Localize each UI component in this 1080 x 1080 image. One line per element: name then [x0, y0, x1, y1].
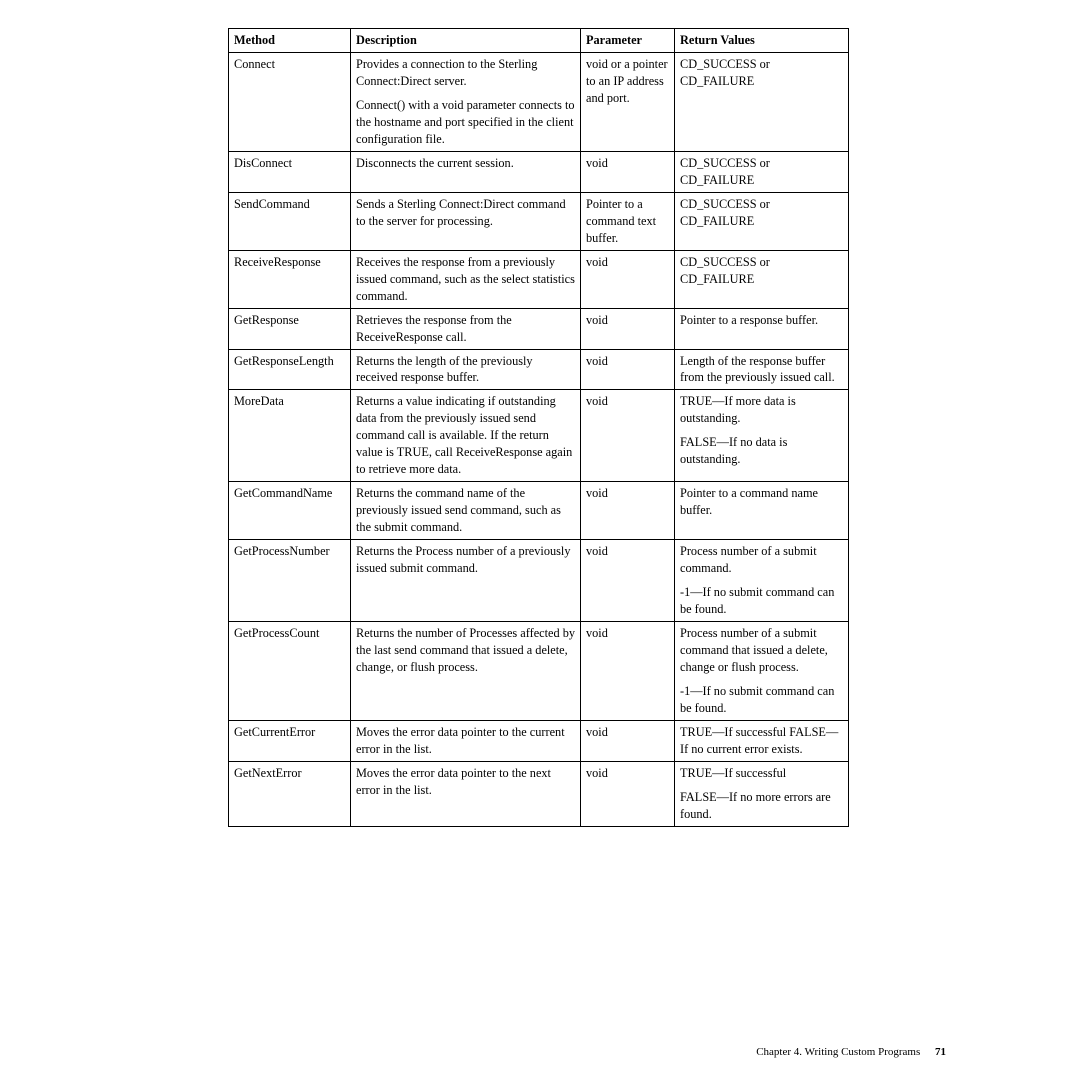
cell-desc: Returns the length of the previously rec… [351, 349, 581, 390]
cell-param: void [581, 390, 675, 482]
cell-method: GetResponse [229, 308, 351, 349]
ret-para: -1—If no submit command can be found. [680, 584, 843, 618]
cell-param: void [581, 482, 675, 540]
cell-desc: Returns the Process number of a previous… [351, 540, 581, 622]
cell-return: TRUE—If successful FALSE—If no more erro… [675, 761, 849, 826]
cell-param: void [581, 622, 675, 721]
cell-return: CD_SUCCESS or CD_FAILURE [675, 192, 849, 250]
ret-para: -1—If no submit command can be found. [680, 683, 843, 717]
table-row: GetNextError Moves the error data pointe… [229, 761, 849, 826]
cell-return: Pointer to a response buffer. [675, 308, 849, 349]
th-method: Method [229, 29, 351, 53]
cell-param: void [581, 349, 675, 390]
th-return: Return Values [675, 29, 849, 53]
table-row: GetProcessCount Returns the number of Pr… [229, 622, 849, 721]
cell-desc: Returns the number of Processes affected… [351, 622, 581, 721]
cell-method: DisConnect [229, 151, 351, 192]
cell-param: void [581, 720, 675, 761]
cell-method: Connect [229, 52, 351, 151]
page-footer: Chapter 4. Writing Custom Programs 71 [756, 1046, 946, 1058]
cell-method: GetProcessCount [229, 622, 351, 721]
cell-method: GetCurrentError [229, 720, 351, 761]
cell-desc: Moves the error data pointer to the curr… [351, 720, 581, 761]
cell-desc: Moves the error data pointer to the next… [351, 761, 581, 826]
cell-desc: Receives the response from a previously … [351, 250, 581, 308]
ret-para: FALSE—If no data is outstanding. [680, 434, 843, 468]
table-row: GetCurrentError Moves the error data poi… [229, 720, 849, 761]
cell-param: void [581, 308, 675, 349]
cell-param: void [581, 250, 675, 308]
cell-desc: Retrieves the response from the ReceiveR… [351, 308, 581, 349]
cell-return: TRUE—If more data is outstanding. FALSE—… [675, 390, 849, 482]
cell-param: void [581, 540, 675, 622]
footer-page-number: 71 [935, 1046, 946, 1058]
cell-return: CD_SUCCESS or CD_FAILURE [675, 250, 849, 308]
table-row: MoreData Returns a value indicating if o… [229, 390, 849, 482]
cell-return: CD_SUCCESS or CD_FAILURE [675, 151, 849, 192]
footer-chapter: Chapter 4. Writing Custom Programs [756, 1046, 920, 1058]
page: Method Description Parameter Return Valu… [0, 0, 1080, 1080]
cell-param: void [581, 151, 675, 192]
cell-desc: Sends a Sterling Connect:Direct command … [351, 192, 581, 250]
cell-method: SendCommand [229, 192, 351, 250]
cell-method: GetProcessNumber [229, 540, 351, 622]
cell-return: Pointer to a command name buffer. [675, 482, 849, 540]
desc-para: Connect() with a void parameter connects… [356, 97, 575, 148]
cell-param: void [581, 761, 675, 826]
cell-return: CD_SUCCESS or CD_FAILURE [675, 52, 849, 151]
table-row: SendCommand Sends a Sterling Connect:Dir… [229, 192, 849, 250]
cell-method: ReceiveResponse [229, 250, 351, 308]
ret-para: FALSE—If no more errors are found. [680, 789, 843, 823]
cell-desc: Provides a connection to the Sterling Co… [351, 52, 581, 151]
th-description: Description [351, 29, 581, 53]
table-row: Connect Provides a connection to the Ste… [229, 52, 849, 151]
api-methods-table: Method Description Parameter Return Valu… [228, 28, 849, 827]
table-row: DisConnect Disconnects the current sessi… [229, 151, 849, 192]
cell-method: GetResponseLength [229, 349, 351, 390]
table-row: GetResponseLength Returns the length of … [229, 349, 849, 390]
cell-return: Process number of a submit command. -1—I… [675, 540, 849, 622]
ret-para: Process number of a submit command. [680, 543, 843, 577]
cell-desc: Returns the command name of the previous… [351, 482, 581, 540]
ret-para: TRUE—If successful [680, 765, 843, 782]
cell-method: GetCommandName [229, 482, 351, 540]
cell-param: Pointer to a command text buffer. [581, 192, 675, 250]
cell-method: MoreData [229, 390, 351, 482]
cell-method: GetNextError [229, 761, 351, 826]
desc-para: Provides a connection to the Sterling Co… [356, 56, 575, 90]
cell-return: Process number of a submit command that … [675, 622, 849, 721]
cell-param: void or a pointer to an IP address and p… [581, 52, 675, 151]
ret-para: TRUE—If more data is outstanding. [680, 393, 843, 427]
th-parameter: Parameter [581, 29, 675, 53]
table-row: GetResponse Retrieves the response from … [229, 308, 849, 349]
cell-return: TRUE—If successful FALSE—If no current e… [675, 720, 849, 761]
cell-desc: Disconnects the current session. [351, 151, 581, 192]
cell-desc: Returns a value indicating if outstandin… [351, 390, 581, 482]
table-header-row: Method Description Parameter Return Valu… [229, 29, 849, 53]
table-row: ReceiveResponse Receives the response fr… [229, 250, 849, 308]
table-row: GetCommandName Returns the command name … [229, 482, 849, 540]
ret-para: Process number of a submit command that … [680, 625, 843, 676]
cell-return: Length of the response buffer from the p… [675, 349, 849, 390]
table-row: GetProcessNumber Returns the Process num… [229, 540, 849, 622]
